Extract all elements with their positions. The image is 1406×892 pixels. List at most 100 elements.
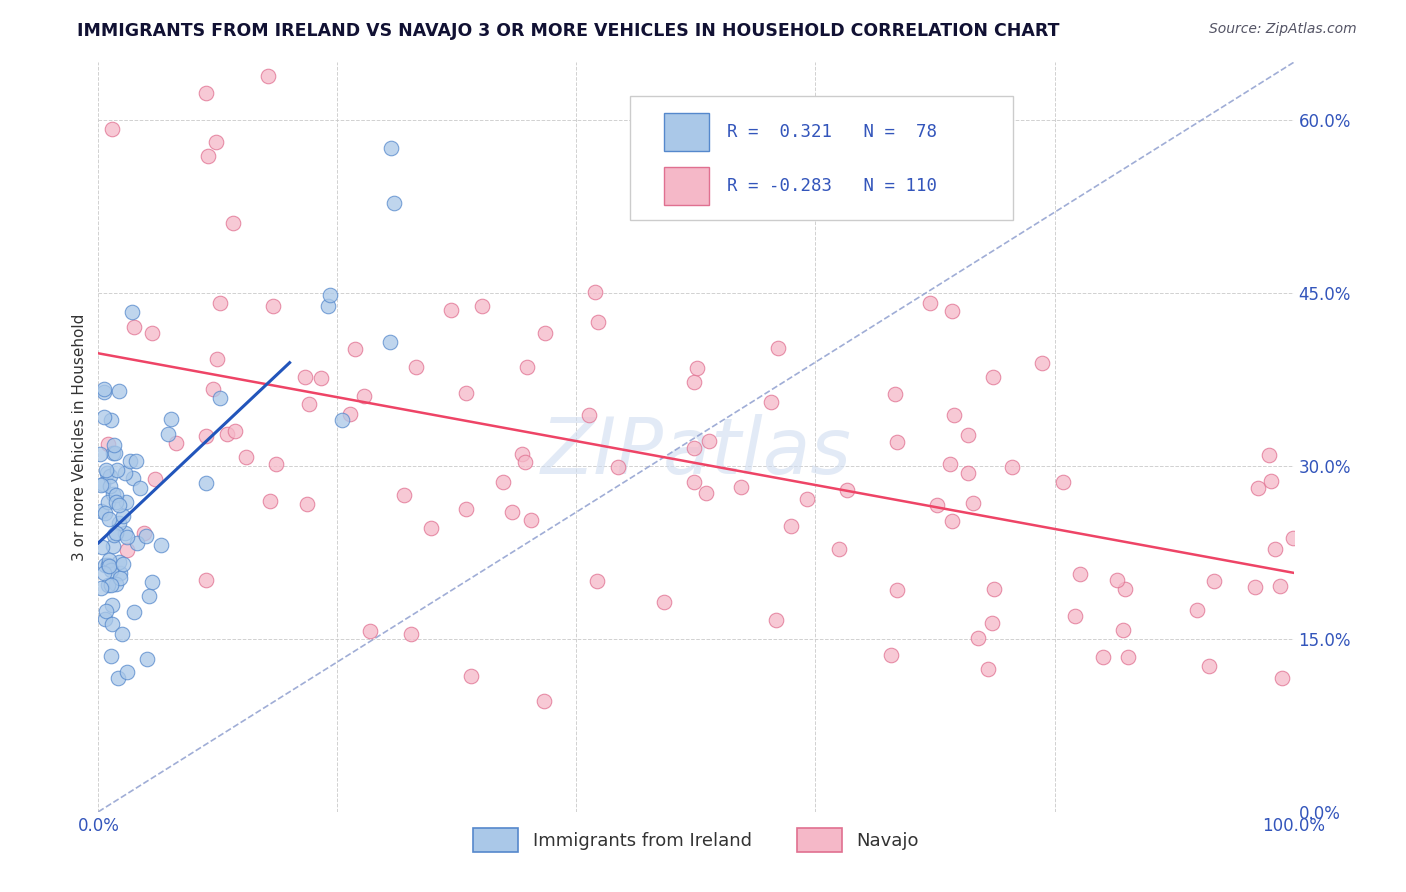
Point — [103, 528, 125, 542]
Point — [1198, 658, 1220, 673]
Text: IMMIGRANTS FROM IRELAND VS NAVAJO 3 OR MORE VEHICLES IN HOUSEHOLD CORRELATION CH: IMMIGRANTS FROM IRELAND VS NAVAJO 3 OR M… — [77, 22, 1060, 40]
Point — [884, 387, 907, 401]
FancyBboxPatch shape — [664, 113, 709, 151]
Point — [141, 574, 163, 589]
Point — [100, 122, 122, 136]
Point — [108, 571, 131, 585]
Point — [957, 428, 980, 442]
Point — [89, 447, 111, 461]
Point — [105, 462, 128, 476]
Point — [918, 296, 941, 310]
Point — [93, 409, 115, 424]
Point — [120, 454, 142, 468]
Point — [1114, 582, 1136, 596]
Point — [108, 566, 131, 580]
Point — [380, 141, 402, 155]
Point — [128, 481, 150, 495]
Point — [343, 343, 366, 357]
Point — [1069, 566, 1091, 581]
Point — [112, 557, 135, 571]
Y-axis label: 3 or more Vehicles in Household: 3 or more Vehicles in Household — [72, 313, 87, 561]
Point — [222, 21, 245, 35]
Point — [766, 341, 789, 355]
Point — [828, 541, 851, 556]
Point — [264, 457, 287, 471]
Point — [101, 445, 124, 459]
Point — [1271, 671, 1294, 685]
Point — [111, 627, 134, 641]
Point — [492, 475, 515, 489]
Point — [1246, 482, 1268, 496]
Point — [134, 525, 156, 540]
Point — [399, 627, 422, 641]
Point — [534, 326, 557, 340]
Point — [1268, 579, 1291, 593]
Point — [115, 542, 138, 557]
Point — [977, 662, 1000, 676]
Point — [316, 299, 339, 313]
Point — [101, 539, 124, 553]
Point — [90, 477, 112, 491]
Point — [796, 491, 818, 506]
Point — [578, 408, 600, 422]
Point — [98, 479, 121, 493]
Point — [983, 582, 1005, 596]
Point — [516, 359, 538, 374]
Point — [115, 530, 138, 544]
Point — [141, 326, 163, 340]
Point — [510, 447, 533, 461]
Point — [122, 471, 145, 485]
Point — [1116, 649, 1139, 664]
Point — [1001, 460, 1024, 475]
Point — [90, 504, 112, 518]
Point — [471, 299, 494, 313]
Point — [683, 376, 706, 390]
Point — [941, 514, 963, 528]
Point — [460, 669, 482, 683]
Point — [405, 360, 427, 375]
FancyBboxPatch shape — [664, 168, 709, 205]
Point — [97, 512, 120, 526]
Point — [939, 457, 962, 471]
Point — [122, 605, 145, 619]
Point — [114, 525, 136, 540]
Point — [962, 496, 984, 510]
Point — [956, 466, 979, 480]
Point — [454, 385, 477, 400]
Point — [353, 388, 375, 402]
Point — [297, 497, 319, 511]
Point — [150, 538, 173, 552]
Point — [519, 513, 541, 527]
Point — [586, 574, 609, 588]
FancyBboxPatch shape — [630, 96, 1012, 219]
Point — [94, 506, 117, 520]
Point — [165, 436, 187, 450]
Point — [1031, 356, 1053, 370]
Point — [108, 555, 131, 569]
Point — [1282, 531, 1305, 545]
Point — [105, 577, 128, 591]
Point — [1107, 574, 1129, 588]
Point — [107, 498, 129, 512]
Point — [100, 578, 122, 592]
Point — [138, 589, 160, 603]
Point — [98, 558, 121, 573]
Point — [699, 434, 721, 449]
Point — [981, 615, 1004, 630]
Point — [235, 450, 257, 464]
Point — [440, 302, 463, 317]
Point — [339, 407, 361, 421]
Point — [114, 467, 136, 481]
Point — [204, 135, 226, 149]
Point — [420, 521, 443, 535]
Point — [1187, 603, 1209, 617]
Point — [765, 613, 787, 627]
Point — [1264, 541, 1286, 556]
Legend: Immigrants from Ireland, Navajo: Immigrants from Ireland, Navajo — [465, 822, 927, 859]
Point — [97, 578, 120, 592]
Point — [205, 351, 228, 366]
Point — [654, 594, 676, 608]
Point — [104, 488, 127, 502]
Point — [160, 412, 183, 426]
Point — [319, 288, 342, 302]
